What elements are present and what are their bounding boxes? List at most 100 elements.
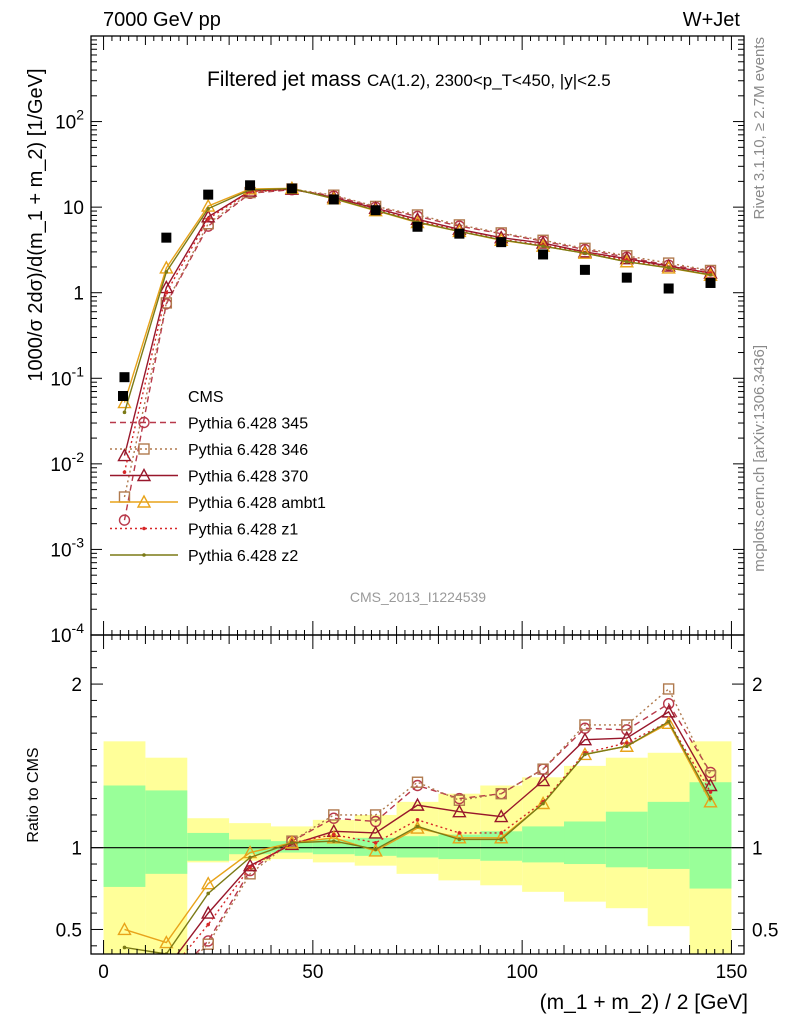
cms-data-point <box>203 189 214 200</box>
main-y-axis-label: 1000/σ 2dσ)/d(m_1 + m_2) [1/GeV] <box>25 68 47 381</box>
legend-marker-345 <box>138 416 150 429</box>
y-tick-label: 10-3 <box>50 534 84 561</box>
ratio-point-z2 <box>666 719 671 724</box>
stat-uncertainty-band <box>103 785 146 887</box>
ratio-y-tick-label-right: 1 <box>752 839 763 860</box>
legend-label-z1: Pythia 6.428 z1 <box>188 522 298 539</box>
ratio-point-ambt1 <box>159 935 174 949</box>
ratio-point-ambt1 <box>117 921 132 936</box>
ratio-line-346 <box>196 687 712 954</box>
series-point-ambt1 <box>201 198 216 212</box>
ratio-point-ambt1 <box>201 876 216 890</box>
cms-data-point <box>245 180 256 191</box>
legend-marker-346 <box>138 443 150 455</box>
ratio-point-z1 <box>206 922 211 927</box>
mcplots-label: mcplots.cern.ch [arXiv:1306.3436] <box>751 345 768 572</box>
ratio-point-370 <box>160 963 172 974</box>
series-point-z2 <box>708 272 713 277</box>
legend-marker-ambt1 <box>136 494 152 508</box>
y-tick-label: 10-4 <box>50 620 84 647</box>
ratio-point-z2 <box>290 840 294 845</box>
ratio-point-z1 <box>123 996 127 1000</box>
ratio-point-z1 <box>248 865 252 870</box>
ratio-y-tick-label-left: 2 <box>71 675 82 696</box>
series-point-z2 <box>122 410 127 415</box>
ratio-point-370 <box>494 809 509 823</box>
stat-uncertainty-band <box>480 831 523 861</box>
ratio-point-z2 <box>373 847 378 852</box>
cms-data-point <box>579 264 590 275</box>
ratio-point-370 <box>242 858 258 872</box>
ratio-point-z2 <box>206 891 211 896</box>
legend-label-ambt1: Pythia 6.428 ambt1 <box>188 495 326 512</box>
ratio-point-z2 <box>415 824 420 829</box>
ratio-point-345 <box>161 978 171 988</box>
series-point-370 <box>117 448 132 462</box>
ratio-frame <box>90 634 745 955</box>
series-point-345 <box>118 514 131 526</box>
legend-label-370: Pythia 6.428 370 <box>188 469 308 486</box>
ratio-point-370 <box>452 804 467 818</box>
x-tick-label: 150 <box>716 962 748 983</box>
ratio-point-z1 <box>331 832 336 837</box>
cms-data-point <box>412 221 423 232</box>
cms-data-point <box>286 183 297 194</box>
series-point-z2 <box>164 270 169 274</box>
legend: CMS Pythia 6.428 345 Pythia 6.428 346 Pythi… <box>110 389 326 565</box>
y-tick-label: 10-2 <box>50 449 84 476</box>
analysis-watermark: CMS_2013_I1224539 <box>350 589 486 605</box>
ratio-point-ambt1 <box>619 738 634 752</box>
series-point-z1 <box>164 290 169 295</box>
ratio-y-tick-label-left: 0.5 <box>56 920 82 941</box>
ratio-line-370 <box>176 710 712 954</box>
legend-label-cms: CMS <box>188 389 224 406</box>
ratio-point-346 <box>662 683 675 695</box>
cms-data-point <box>454 228 465 239</box>
series-point-346 <box>160 297 173 309</box>
series-point-370 <box>661 258 676 272</box>
rivet-version-label: Rivet 3.1.10, ≥ 2.7M events <box>751 37 768 220</box>
ratio-point-z1 <box>499 831 504 835</box>
ratio-point-z1 <box>624 741 629 745</box>
series-point-z2 <box>206 206 211 211</box>
legend-marker-z1 <box>142 526 146 531</box>
ratio-point-346 <box>621 719 633 731</box>
ratio-point-370 <box>368 825 383 839</box>
legend-label-z2: Pythia 6.428 z2 <box>188 548 298 565</box>
ratio-point-346 <box>328 809 340 821</box>
ratio-panel: 0.5 0.5 1 1 2 2 0 50 100 150 <box>56 634 778 1013</box>
legend-marker-z2 <box>142 553 146 557</box>
ratio-point-345 <box>119 1003 129 1013</box>
series-point-z2 <box>541 244 545 248</box>
x-tick-label: 100 <box>506 962 538 983</box>
ratio-point-z1 <box>708 790 713 794</box>
ratio-point-z2 <box>248 855 252 860</box>
ratio-point-z2 <box>583 752 587 757</box>
y-tick-label: 10-1 <box>50 363 84 390</box>
cms-data-point <box>663 283 674 294</box>
cms-data-point <box>538 249 549 260</box>
cms-data-point <box>705 277 716 288</box>
ratio-point-370 <box>535 773 551 787</box>
legend-marker-370 <box>136 468 152 482</box>
legend-marker-cms <box>118 391 128 401</box>
ratio-point-z2 <box>624 744 629 749</box>
ratio-point-346 <box>119 1000 129 1010</box>
ratio-point-z2 <box>122 945 127 950</box>
stat-uncertainty-band <box>564 821 606 865</box>
ratio-y-tick-label-right: 2 <box>752 675 763 696</box>
cms-data-point <box>119 372 130 383</box>
ratio-point-ambt1 <box>452 830 467 844</box>
ratio-point-370 <box>410 797 425 811</box>
ratio-point-z1 <box>415 818 420 822</box>
main-frame <box>90 35 745 636</box>
cms-data-point <box>328 194 339 205</box>
series-point-370 <box>535 235 551 249</box>
main-plot-area <box>117 180 718 526</box>
ratio-point-z2 <box>457 837 462 842</box>
ratio-point-ambt1 <box>535 796 551 810</box>
energy-label: 7000 GeV pp <box>103 9 221 31</box>
series-point-z1 <box>122 470 127 474</box>
ratio-point-346 <box>495 787 507 800</box>
